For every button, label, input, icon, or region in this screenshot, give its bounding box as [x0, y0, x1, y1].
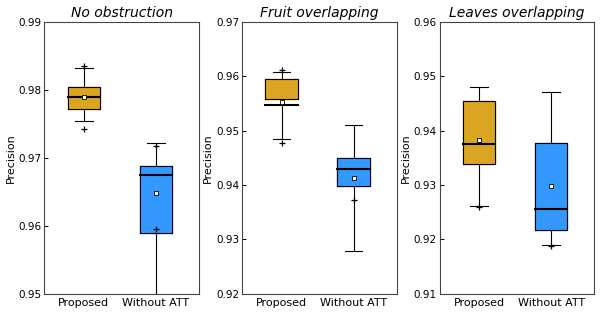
Y-axis label: Precision: Precision: [203, 133, 213, 183]
Title: No obstruction: No obstruction: [71, 6, 173, 19]
Title: Leaves overlapping: Leaves overlapping: [449, 6, 585, 19]
Y-axis label: Precision: Precision: [5, 133, 16, 183]
Title: Fruit overlapping: Fruit overlapping: [260, 6, 379, 19]
Y-axis label: Precision: Precision: [401, 133, 411, 183]
